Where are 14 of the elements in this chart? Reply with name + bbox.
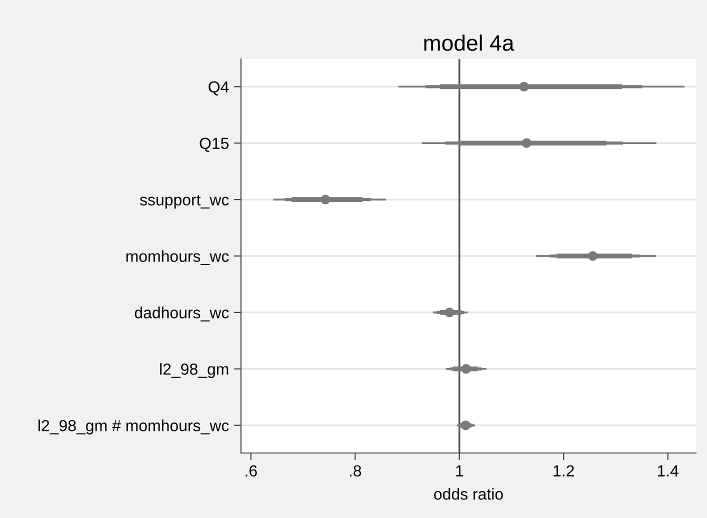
- y-tick-label: Q15: [200, 138, 229, 152]
- chart-title: model 4a: [424, 34, 514, 51]
- x-tick-label: 1: [456, 465, 464, 476]
- y-tick-label: l2_98_gm # momhours_wc: [38, 420, 229, 434]
- y-tick-label: momhours_wc: [126, 250, 229, 265]
- x-tick-label: .8: [350, 465, 362, 477]
- y-tick-label: ssupport_wc: [140, 195, 229, 209]
- x-tick-label: .6: [246, 465, 257, 477]
- y-tick-label: dadhours_wc: [134, 306, 229, 322]
- x-axis-title: odds ratio: [434, 488, 503, 500]
- x-tick-label: 1.2: [554, 465, 574, 476]
- y-tick-label: l2_98_gm: [160, 363, 228, 378]
- x-tick-label: 1.4: [658, 465, 678, 476]
- y-tick-label: Q4: [208, 81, 229, 96]
